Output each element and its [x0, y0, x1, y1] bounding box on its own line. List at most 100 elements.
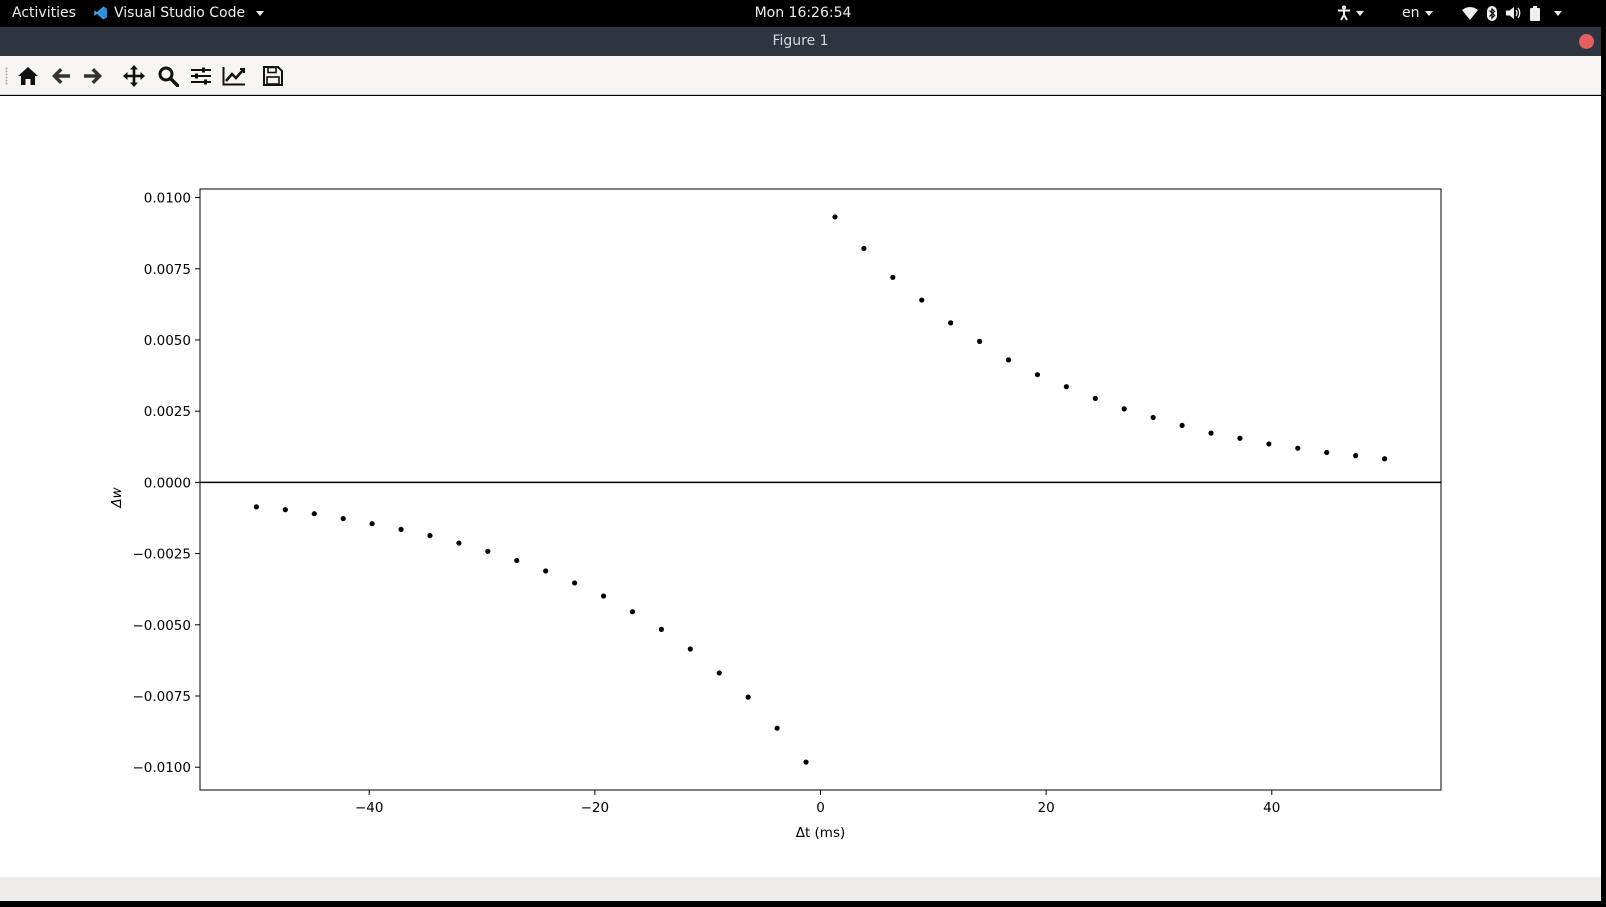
data-point	[919, 297, 925, 303]
window-title-bar: Figure 1	[0, 27, 1601, 56]
bluetooth-icon	[1487, 5, 1497, 21]
accessibility-icon	[1338, 5, 1350, 21]
data-point	[658, 626, 664, 632]
data-point	[1092, 395, 1098, 401]
back-button[interactable]	[48, 63, 74, 89]
home-icon	[18, 67, 38, 85]
activities-button[interactable]: Activities	[12, 5, 76, 21]
y-axis: 0.0100 0.0075 0.0050 0.0025 0.0000 −0.0025 −0.…	[132, 191, 200, 776]
y-tick-label: −0.0050	[132, 618, 191, 634]
data-point	[1121, 406, 1127, 412]
data-point	[1034, 372, 1041, 378]
pan-icon	[123, 65, 145, 87]
configure-subplots-icon	[191, 67, 211, 85]
scatter-plot: 0.0100 0.0075 0.0050 0.0025 0.0000 −0.0025 −0.…	[109, 188, 1442, 841]
data-point	[1208, 430, 1214, 436]
data-point	[1353, 453, 1359, 459]
x-tick-label: −40	[355, 800, 384, 816]
app-menu[interactable]: Visual Studio Code	[94, 0, 265, 26]
data-point	[803, 759, 809, 765]
clock: Mon 16:26:54	[0, 0, 1606, 26]
data-point	[340, 515, 346, 522]
data-point	[369, 521, 375, 527]
data-point	[977, 338, 983, 344]
data-point	[1150, 414, 1156, 421]
data-point	[543, 568, 549, 574]
chevron-down-icon	[256, 10, 265, 16]
data-point	[1179, 422, 1185, 429]
wifi-icon	[1462, 6, 1478, 20]
configure-subplots-button[interactable]	[188, 63, 214, 89]
data-point	[687, 646, 693, 652]
y-tick-label: −0.0100	[132, 760, 191, 776]
forward-arrow-icon	[84, 68, 102, 84]
data-point	[456, 540, 462, 546]
vscode-icon	[94, 6, 107, 20]
forward-button[interactable]	[80, 63, 106, 89]
data-point	[774, 725, 780, 731]
data-point	[1237, 435, 1243, 441]
y-tick-label: −0.0025	[132, 547, 191, 563]
data-point	[745, 694, 751, 700]
accessibility-menu[interactable]	[1337, 0, 1364, 26]
pan-button[interactable]	[121, 63, 147, 89]
language-label: en	[1402, 5, 1420, 21]
y-tick-label: −0.0075	[132, 689, 191, 705]
status-menu[interactable]	[1462, 0, 1562, 26]
data-point	[716, 670, 722, 676]
axes-frame	[199, 188, 1442, 791]
x-tick-label: 40	[1263, 800, 1280, 816]
data-point	[1005, 357, 1012, 363]
window-title: Figure 1	[772, 33, 829, 49]
data-point	[629, 609, 636, 615]
y-axis-label: Δw	[109, 486, 125, 508]
data-point	[1381, 456, 1388, 462]
x-axis-label: Δt (ms)	[796, 825, 846, 841]
chevron-down-icon	[1356, 10, 1364, 16]
y-tick-label: 0.0000	[144, 475, 191, 491]
data-point	[1266, 441, 1272, 447]
chevron-down-icon	[1554, 10, 1562, 16]
data-point	[1295, 445, 1301, 451]
clock-text[interactable]: Mon 16:26:54	[754, 5, 852, 21]
zoom-icon	[158, 66, 179, 87]
save-button[interactable]	[260, 63, 286, 89]
figure-canvas[interactable]: 0.0100 0.0075 0.0050 0.0025 0.0000 −0.0025 −0.…	[0, 96, 1601, 877]
home-button[interactable]	[15, 63, 41, 89]
data-point	[253, 504, 260, 510]
x-tick-label: −20	[581, 800, 610, 816]
chevron-down-icon	[1424, 10, 1433, 16]
edit-axis-button[interactable]	[221, 63, 247, 89]
data-point	[1063, 384, 1069, 390]
y-tick-label: 0.0075	[144, 262, 191, 278]
data-point	[514, 557, 520, 564]
y-tick-label: 0.0100	[144, 191, 191, 207]
x-tick-label: 0	[816, 800, 825, 816]
data-point	[832, 214, 838, 220]
data-point	[311, 511, 317, 517]
data-point	[861, 245, 867, 252]
back-arrow-icon	[52, 68, 70, 84]
data-point	[890, 274, 896, 280]
data-point	[572, 580, 578, 586]
data-point	[600, 593, 607, 599]
battery-icon	[1530, 5, 1540, 21]
system-top-bar: Activities Visual Studio Code Mon 16:26:…	[0, 0, 1606, 26]
x-axis: −40 −20 0 20 40	[355, 790, 1280, 816]
data-point	[1324, 449, 1330, 456]
data-points	[253, 214, 1388, 765]
y-tick-label: 0.0025	[144, 404, 191, 420]
x-tick-label: 20	[1038, 800, 1055, 816]
edit-axis-icon	[222, 67, 245, 86]
data-point	[948, 320, 954, 326]
app-name: Visual Studio Code	[114, 5, 246, 21]
close-window-button[interactable]	[1579, 34, 1594, 49]
save-icon	[263, 66, 283, 86]
figure-toolbar	[0, 56, 1601, 95]
zoom-button[interactable]	[155, 63, 181, 89]
input-language-menu[interactable]: en	[1402, 0, 1433, 26]
y-tick-label: 0.0050	[144, 333, 191, 349]
toolbar-grip[interactable]	[5, 67, 8, 85]
data-point	[485, 548, 491, 554]
data-point	[282, 507, 288, 513]
